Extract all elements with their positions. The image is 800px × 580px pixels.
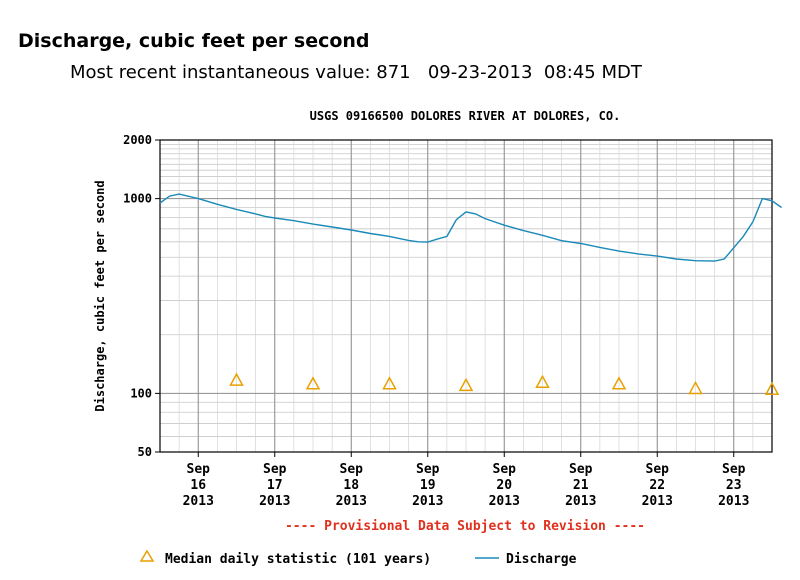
legend-discharge-label: Discharge: [506, 552, 577, 567]
recent-value-line: Most recent instantaneous value: 871 09-…: [70, 62, 642, 83]
x-tick-label: Sep: [569, 462, 593, 477]
x-tick-label: Sep: [493, 462, 517, 477]
y-tick-label: 1000: [123, 192, 152, 206]
x-tick-label: 18: [343, 478, 359, 493]
legend-triangle-icon: [139, 549, 155, 562]
recent-value: 871: [376, 62, 411, 83]
legend-median-label: Median daily statistic (101 years): [165, 552, 431, 567]
plot-frame: [159, 139, 773, 453]
median-marker: [611, 376, 627, 390]
x-tick-label: 2013: [412, 494, 443, 509]
x-tick-label: 20: [496, 478, 512, 493]
x-tick-label: Sep: [646, 462, 670, 477]
x-tick-label: 17: [267, 478, 283, 493]
median-marker: [458, 377, 474, 392]
x-tick-label: 23: [726, 478, 742, 493]
recent-date: 09-23-2013: [427, 62, 533, 83]
recent-time: 08:45 MDT: [543, 62, 642, 83]
x-tick-label: Sep: [722, 462, 746, 477]
median-marker: [382, 376, 397, 390]
y-axis: 50 100 1000 2000: [123, 133, 160, 459]
x-tick-label: 16: [190, 478, 206, 493]
median-marker: [688, 380, 703, 395]
median-marker: [764, 381, 780, 395]
chart-title: USGS 09166500 DOLORES RIVER AT DOLORES, …: [310, 109, 621, 123]
median-series: [229, 372, 780, 395]
x-tick-label: Sep: [187, 462, 211, 477]
x-tick-label: 2013: [718, 494, 749, 509]
minor-grid: [159, 140, 773, 452]
y-tick-label: 50: [138, 445, 152, 459]
x-tick-label: 2013: [642, 494, 673, 509]
x-tick-label: 2013: [489, 494, 520, 509]
median-marker: [305, 376, 321, 390]
x-tick-label: Sep: [416, 462, 440, 477]
y-axis-label: Discharge, cubic feet per second: [93, 180, 107, 411]
x-tick-label: 2013: [565, 494, 596, 509]
legend: Median daily statistic (101 years) Disch…: [139, 549, 577, 567]
x-tick-label: 19: [420, 478, 436, 493]
x-tick-label: Sep: [340, 462, 364, 477]
x-tick-label: Sep: [263, 462, 287, 477]
x-tick-label: 2013: [183, 494, 214, 509]
x-tick-label: 2013: [336, 494, 367, 509]
page-title: Discharge, cubic feet per second: [18, 30, 370, 52]
median-marker: [535, 374, 550, 389]
y-tick-label: 2000: [123, 133, 152, 147]
x-tick-label: 2013: [259, 494, 290, 509]
provisional-footnote: ---- Provisional Data Subject to Revisio…: [285, 519, 645, 534]
discharge-series-line: [159, 193, 783, 262]
x-tick-label: 22: [649, 478, 665, 493]
recent-label: Most recent instantaneous value:: [70, 62, 371, 83]
x-axis: Sep162013Sep172013Sep182013Sep192013Sep2…: [183, 452, 749, 509]
median-marker: [229, 372, 244, 386]
y-tick-label: 100: [130, 386, 152, 400]
x-tick-label: 21: [573, 478, 589, 493]
